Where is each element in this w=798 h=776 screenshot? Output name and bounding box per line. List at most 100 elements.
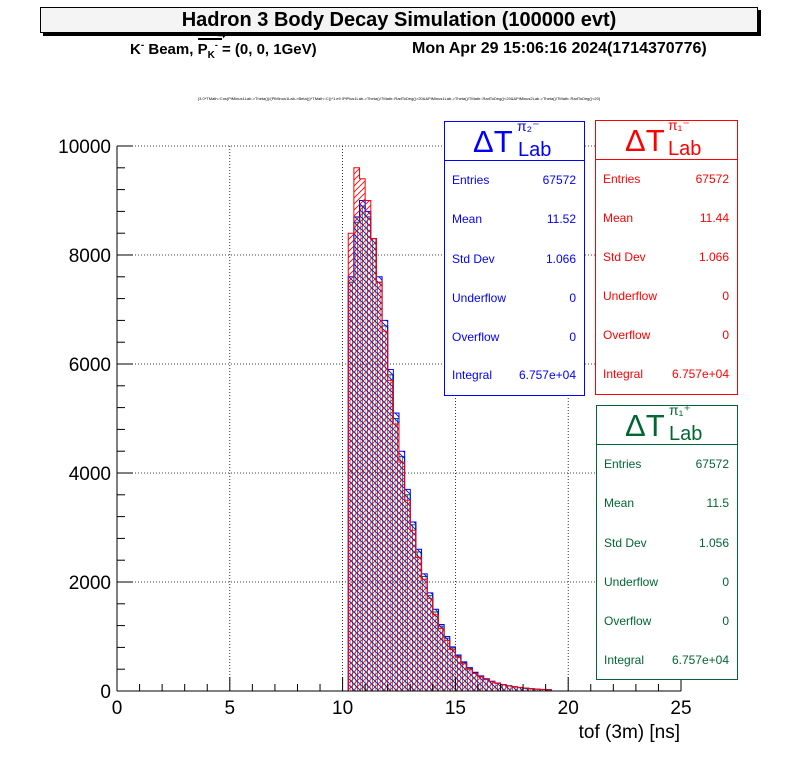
histogram-bar bbox=[489, 681, 495, 691]
histogram-bar bbox=[387, 380, 394, 691]
histogram-bar bbox=[353, 167, 360, 692]
histogram-bar bbox=[523, 688, 529, 691]
stat-value: 1.066 bbox=[698, 250, 729, 264]
statbox-pim1: ΔT π₁⁻ Lab Entries 67572 Mean 11.44 Std De… bbox=[595, 117, 738, 395]
stat-value: 1.066 bbox=[545, 252, 576, 266]
stat-label: Underflow bbox=[603, 289, 658, 303]
histogram-bar bbox=[365, 200, 371, 691]
statbox-pim2: ΔT π₂⁻ Lab Entries 67572 Mean 11.52 Std De… bbox=[444, 118, 585, 396]
lab-subscript: Lab bbox=[668, 138, 702, 160]
histogram-bar bbox=[477, 676, 484, 691]
vector-arrow-head: ➝ bbox=[217, 31, 226, 42]
stat-label: Overflow bbox=[452, 330, 500, 344]
histogram-bar bbox=[528, 688, 535, 691]
stat-label: Underflow bbox=[452, 291, 507, 305]
p-sub-sup: - bbox=[214, 40, 218, 50]
histogram-bar bbox=[466, 669, 473, 691]
title-box: Hadron 3 Body Decay Simulation (100000 e… bbox=[40, 7, 758, 33]
stat-label: Underflow bbox=[604, 575, 659, 589]
histogram-bar bbox=[444, 640, 450, 691]
beam-prefix-sup: - bbox=[140, 40, 145, 51]
stat-label: Std Dev bbox=[604, 536, 647, 550]
statbox-header: ΔT π₂⁻ Lab bbox=[445, 118, 584, 161]
y-tick-label: 2000 bbox=[69, 573, 111, 594]
histogram-bar bbox=[494, 683, 501, 691]
histogram-bar bbox=[404, 500, 411, 691]
particle-symbol: π₁⁺ bbox=[669, 402, 691, 418]
histogram-bar bbox=[534, 689, 540, 691]
stat-label: Entries bbox=[604, 457, 642, 471]
histogram-bar bbox=[540, 689, 546, 691]
stat-value: 67572 bbox=[695, 457, 729, 471]
delta-symbol: ΔT bbox=[625, 123, 665, 158]
histogram-bar bbox=[382, 331, 388, 691]
histogram-bar bbox=[506, 685, 512, 691]
stat-label: Mean bbox=[452, 212, 483, 226]
histogram-bar bbox=[432, 614, 439, 691]
histogram-bar bbox=[500, 684, 507, 691]
lab-subscript: Lab bbox=[669, 423, 703, 445]
p-sub: K bbox=[207, 50, 215, 61]
histogram-bar bbox=[472, 673, 478, 691]
stat-value: 0 bbox=[569, 291, 576, 305]
stat-value: 0 bbox=[722, 289, 729, 303]
beam-label: K- Beam, ➝ PK- = (0, 0, 1GeV) bbox=[130, 31, 317, 61]
beam-value: = (0, 0, 1GeV) bbox=[221, 41, 317, 58]
histogram-bar bbox=[376, 282, 383, 691]
histogram-bar bbox=[511, 686, 518, 691]
y-tick-label: 6000 bbox=[69, 355, 111, 376]
histogram-bar bbox=[449, 649, 456, 691]
stat-value: 6.757e+04 bbox=[518, 368, 576, 382]
particle-symbol: π₁⁻ bbox=[668, 117, 690, 133]
x-tick-label: 0 bbox=[112, 698, 123, 719]
stat-label: Integral bbox=[603, 367, 644, 381]
stat-label: Overflow bbox=[603, 328, 651, 342]
stat-value: 0 bbox=[569, 330, 576, 344]
stat-value: 11.44 bbox=[699, 211, 729, 225]
stat-value: 11.52 bbox=[546, 212, 576, 226]
series-pim1 bbox=[117, 167, 681, 692]
x-tick-label: 5 bbox=[225, 698, 236, 719]
x-tick-label: 10 bbox=[332, 698, 353, 719]
beam-word: Beam, bbox=[148, 41, 194, 58]
statbox-pip1: ΔT π₁⁺ Lab Entries 67572 Mean 11.5 Std Dev… bbox=[596, 402, 738, 680]
stat-label: Integral bbox=[604, 653, 645, 667]
histogram-bar bbox=[545, 689, 552, 691]
histogram-bar bbox=[517, 687, 524, 691]
stat-label: Mean bbox=[603, 211, 634, 225]
x-axis-label: tof (3m) [ns] bbox=[579, 722, 680, 743]
histogram-bar bbox=[438, 628, 445, 691]
statbox-header: ΔT π₁⁻ Lab bbox=[596, 117, 737, 160]
stat-value: 0 bbox=[722, 614, 729, 628]
stat-label: Std Dev bbox=[452, 252, 495, 266]
y-tick-label: 4000 bbox=[69, 464, 111, 485]
histogram-bar bbox=[427, 598, 433, 691]
histogram-bar bbox=[410, 530, 416, 691]
stat-label: Entries bbox=[452, 173, 490, 187]
stat-value: 11.5 bbox=[706, 496, 729, 510]
histogram-bar bbox=[393, 423, 399, 691]
histogram-bar bbox=[415, 557, 422, 691]
histogram-bar bbox=[348, 233, 354, 691]
stat-value: 0 bbox=[722, 575, 729, 589]
p-symbol: P bbox=[197, 41, 208, 58]
y-tick-label: 10000 bbox=[58, 137, 111, 158]
stat-value: 1.056 bbox=[698, 536, 729, 550]
y-tick-label: 8000 bbox=[69, 246, 111, 267]
histogram-bar bbox=[359, 178, 366, 691]
stat-value: 67572 bbox=[542, 173, 576, 187]
histogram-bar bbox=[455, 657, 462, 691]
delta-symbol: ΔT bbox=[473, 124, 513, 159]
histogram-outline bbox=[117, 167, 681, 692]
stat-value: 67572 bbox=[695, 172, 729, 186]
x-tick-label: 20 bbox=[558, 698, 579, 719]
histogram-bar bbox=[421, 579, 428, 691]
x-tick-label: 25 bbox=[670, 698, 691, 719]
beam-prefix: K bbox=[130, 41, 141, 58]
statbox-header: ΔT π₁⁺ Lab bbox=[597, 402, 737, 445]
x-tick-label: 15 bbox=[445, 698, 466, 719]
histogram-bar bbox=[399, 462, 405, 691]
stat-label: Entries bbox=[603, 172, 641, 186]
axes: 0 5 10 15 20 25 0 2000 4000 6000 8000 10000 bbox=[58, 137, 691, 719]
